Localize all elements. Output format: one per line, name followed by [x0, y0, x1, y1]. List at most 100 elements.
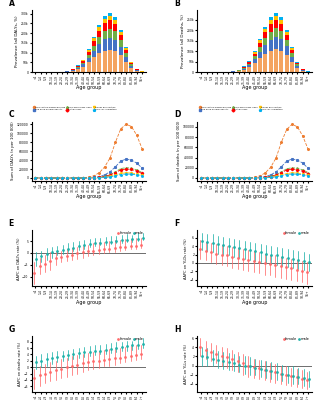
- Point: [305, 377, 310, 383]
- Bar: [290, 48, 294, 50]
- Point: [60, 353, 65, 359]
- Bar: [87, 55, 91, 58]
- Bar: [81, 64, 85, 66]
- Bar: [81, 60, 85, 61]
- Bar: [274, 37, 278, 49]
- Point: [226, 359, 231, 365]
- Point: [92, 240, 97, 247]
- Point: [43, 260, 48, 267]
- Bar: [274, 28, 278, 37]
- Bar: [247, 62, 251, 64]
- Bar: [97, 31, 101, 37]
- Bar: [103, 39, 107, 50]
- Point: [294, 374, 299, 380]
- Bar: [124, 62, 128, 72]
- Bar: [237, 70, 241, 71]
- Y-axis label: AAPC on DALYs rate (%): AAPC on DALYs rate (%): [17, 237, 20, 280]
- Point: [98, 240, 103, 246]
- Bar: [290, 57, 294, 62]
- Point: [262, 366, 267, 373]
- Point: [278, 263, 283, 270]
- Point: [103, 346, 108, 353]
- Point: [242, 362, 247, 369]
- Point: [296, 374, 301, 380]
- Point: [98, 347, 103, 354]
- Point: [264, 367, 269, 373]
- Y-axis label: AAPC on YLLs rate (%): AAPC on YLLs rate (%): [185, 344, 188, 384]
- Point: [103, 239, 108, 245]
- Point: [210, 356, 215, 362]
- X-axis label: Age group: Age group: [242, 300, 267, 305]
- Bar: [76, 69, 80, 72]
- Bar: [258, 52, 262, 58]
- Bar: [274, 49, 278, 72]
- Point: [76, 350, 81, 357]
- Bar: [285, 30, 289, 32]
- Point: [117, 244, 123, 251]
- Point: [235, 255, 240, 261]
- Bar: [301, 71, 305, 72]
- Point: [48, 258, 53, 264]
- Point: [123, 244, 128, 250]
- Point: [209, 349, 214, 355]
- Bar: [279, 20, 284, 24]
- Bar: [263, 29, 267, 32]
- Point: [91, 247, 96, 254]
- Point: [53, 367, 58, 374]
- Bar: [269, 24, 273, 32]
- Bar: [263, 54, 267, 72]
- Bar: [124, 47, 128, 48]
- Point: [296, 256, 301, 263]
- Point: [117, 354, 123, 361]
- Point: [82, 242, 87, 248]
- Point: [75, 361, 80, 368]
- Bar: [124, 50, 128, 53]
- Point: [205, 239, 210, 245]
- Bar: [87, 52, 91, 55]
- Bar: [129, 62, 134, 63]
- Point: [130, 236, 135, 242]
- Point: [221, 358, 226, 364]
- Bar: [258, 43, 262, 47]
- Bar: [81, 66, 85, 72]
- Bar: [285, 46, 289, 55]
- Point: [214, 250, 219, 257]
- Bar: [81, 62, 85, 64]
- Point: [69, 252, 74, 258]
- Bar: [119, 32, 123, 35]
- Bar: [269, 40, 273, 51]
- Bar: [119, 35, 123, 40]
- Bar: [258, 39, 262, 40]
- Bar: [263, 26, 267, 29]
- Point: [37, 372, 42, 378]
- Point: [59, 366, 64, 372]
- Point: [108, 346, 113, 352]
- Point: [91, 358, 96, 364]
- Point: [55, 248, 60, 254]
- Bar: [119, 56, 123, 72]
- Y-axis label: AAPC on deaths rate (%): AAPC on deaths rate (%): [18, 342, 22, 386]
- Point: [267, 368, 272, 374]
- Point: [33, 359, 38, 366]
- Bar: [113, 32, 117, 40]
- Point: [107, 246, 112, 252]
- Bar: [301, 70, 305, 71]
- Bar: [108, 28, 112, 38]
- Point: [128, 352, 133, 359]
- Point: [124, 343, 129, 350]
- Bar: [81, 61, 85, 62]
- Point: [80, 249, 85, 256]
- Point: [198, 344, 203, 351]
- Point: [198, 246, 203, 253]
- Point: [285, 371, 290, 378]
- Bar: [76, 67, 80, 68]
- Point: [43, 370, 48, 377]
- Bar: [258, 47, 262, 52]
- Bar: [87, 62, 91, 72]
- Bar: [258, 40, 262, 43]
- X-axis label: Age group: Age group: [76, 85, 101, 90]
- Bar: [242, 68, 246, 70]
- Point: [290, 256, 295, 262]
- Point: [87, 349, 92, 355]
- Legend: female, male: female, male: [283, 231, 310, 236]
